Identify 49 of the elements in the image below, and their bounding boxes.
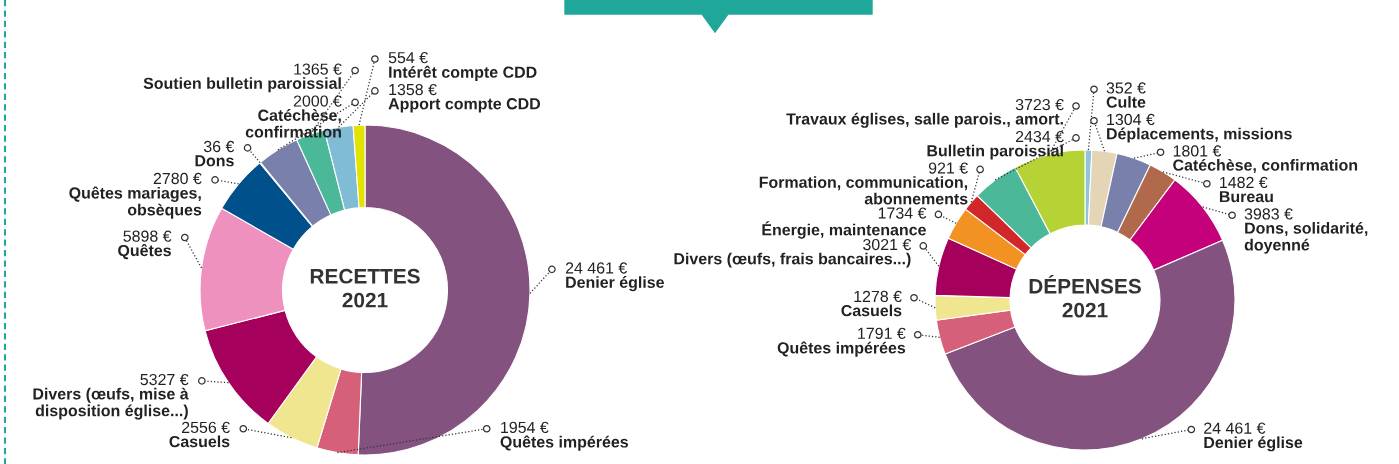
data-label: 1278 € [854,290,902,303]
slice-label: Denier église [1204,436,1303,452]
slice-label: Quêtes impérées [500,435,628,451]
slice-label: Quêtes impérées [777,341,906,357]
data-label: 5327 € [140,373,189,386]
text: DÉPENSES 2021 [1029,274,1141,318]
slice-label: Quêtes mariages, obsèques [69,186,202,219]
data-label: 5898 € [123,230,172,242]
slice-label: Divers (œufs, mise à disposition église...) [33,387,189,420]
slice-label: Divers (œufs, frais bancaires...) [674,252,911,268]
slice-label: Formation, communication, abonnements [759,176,968,205]
data-label: 24 461 € [565,262,628,274]
slice-label: Catéchèse, confirmation [1173,158,1358,174]
slice-label: Travaux églises, salle parois., amort. [786,112,1063,128]
data-label: 352 € [1106,82,1146,94]
slice-label: Quêtes [118,244,171,260]
data-label: 2556 € [182,421,230,434]
slice-label: Soutien bulletin paroissial [143,77,341,93]
slice-label: Énergie, maintenance [762,221,926,239]
data-label: 2434 € [1015,130,1064,143]
slice-label: Casuels [169,435,230,448]
slice-label: Déplacements, missions [1107,127,1292,143]
data-label: 2000 € [293,95,342,107]
data-label: 1482 € [1220,176,1268,189]
data-label: 1791 € [858,327,906,340]
data-label: 1304 € [1107,113,1155,126]
text: RECETTES 2021 [310,268,420,308]
data-label: 36 € [203,140,235,153]
data-label: 554 € [388,51,428,64]
slice-label: Bulletin paroissial [927,144,1063,160]
data-label: 1365 € [294,63,342,75]
slice-label: Intérêt compte CDD [389,65,537,81]
data-label: 24 461 € [1204,422,1266,434]
data-label: 3983 € [1244,208,1293,220]
data-label: 2780 € [153,172,202,185]
data-label: 1358 € [389,83,437,96]
data-label: 3723 € [1015,98,1064,111]
slice-label: Dons [195,155,234,167]
slice-label: Culte [1106,96,1146,108]
slice-label: Dons, solidarité, doyenné [1244,221,1368,254]
slice-label: Apport compte CDD [388,98,541,113]
slice-label: Bureau [1219,191,1273,203]
data-label: 1954 € [501,421,549,434]
data-label: 1734 € [878,207,927,219]
data-label: 921 € [928,162,968,174]
data-label: 3021 € [863,238,912,251]
data-label: 1801 € [1173,145,1222,157]
slice-label: Casuels [841,304,902,317]
slice-label: Denier église [566,276,664,292]
